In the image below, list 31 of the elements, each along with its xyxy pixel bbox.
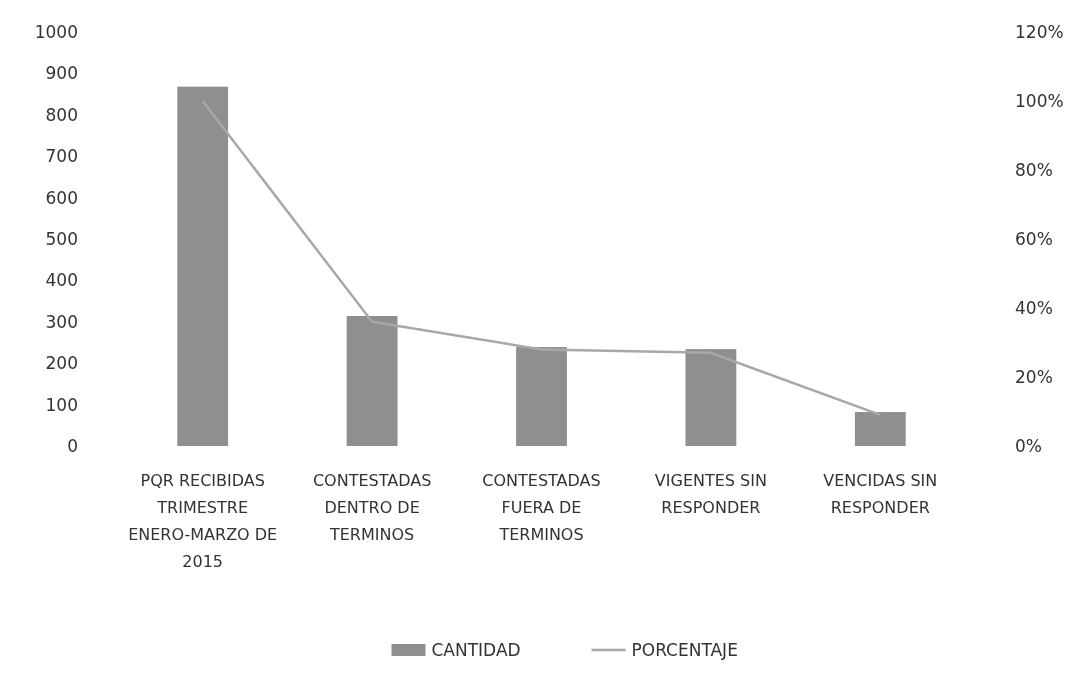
y-tick-label: 800 [45, 104, 78, 125]
y2-tick-label: 120% [1015, 21, 1064, 42]
y-tick-label: 500 [45, 228, 78, 249]
y-tick-label: 0 [67, 435, 78, 456]
bar [854, 412, 906, 446]
y-tick-label: 400 [45, 270, 78, 291]
y-tick-label: 1000 [34, 21, 78, 42]
y-tick-label: 100 [45, 394, 78, 415]
y2-tick-label: 80% [1015, 159, 1053, 180]
y2-tick-label: 20% [1015, 366, 1053, 387]
y-tick-label: 300 [45, 311, 78, 332]
x-tick-label: CONTESTADAS FUERA DE TERMINOS [482, 471, 601, 544]
bar [177, 86, 229, 446]
y2-tick-label: 60% [1015, 228, 1053, 249]
x-tick-label: VENCIDAS SIN RESPONDER [823, 471, 938, 517]
y2-tick-label: 40% [1015, 297, 1053, 318]
y-tick-label: 200 [45, 353, 78, 374]
x-tick-label: CONTESTADAS DENTRO DE TERMINOS [312, 471, 432, 544]
y-tick-label: 900 [45, 63, 78, 84]
bar [685, 349, 737, 446]
bar [346, 316, 398, 446]
line-series [201, 99, 882, 417]
y-tick-label: 600 [45, 187, 78, 208]
y2-tick-label: 100% [1015, 90, 1064, 111]
y-tick-label: 700 [45, 146, 78, 167]
x-tick-label: PQR RECIBIDAS TRIMESTRE ENERO-MARZO DE 2015 [128, 471, 278, 571]
x-tick-label: VIGENTES SIN RESPONDER [654, 471, 767, 517]
legend-label: PORCENTAJE [631, 639, 738, 660]
y2-tick-label: 0% [1015, 435, 1042, 456]
bar [516, 347, 567, 446]
legend-label: CANTIDAD [431, 639, 521, 660]
